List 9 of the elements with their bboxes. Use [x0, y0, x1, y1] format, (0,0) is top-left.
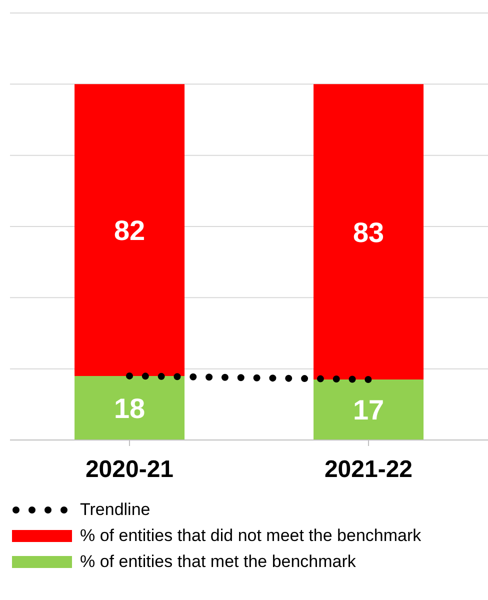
x-tick-label: 2020-21 [85, 456, 174, 484]
data-label: 18 [114, 392, 146, 424]
legend-label: Trendline [80, 500, 150, 520]
data-label: 17 [352, 394, 384, 426]
legend-label: % of entities that met the benchmark [80, 552, 356, 572]
x-tick-label: 2021-22 [324, 456, 413, 484]
legend-label: % of entities that did not meet the benchmark [80, 526, 422, 546]
data-label: 83 [352, 216, 384, 248]
data-label: 82 [114, 215, 146, 246]
